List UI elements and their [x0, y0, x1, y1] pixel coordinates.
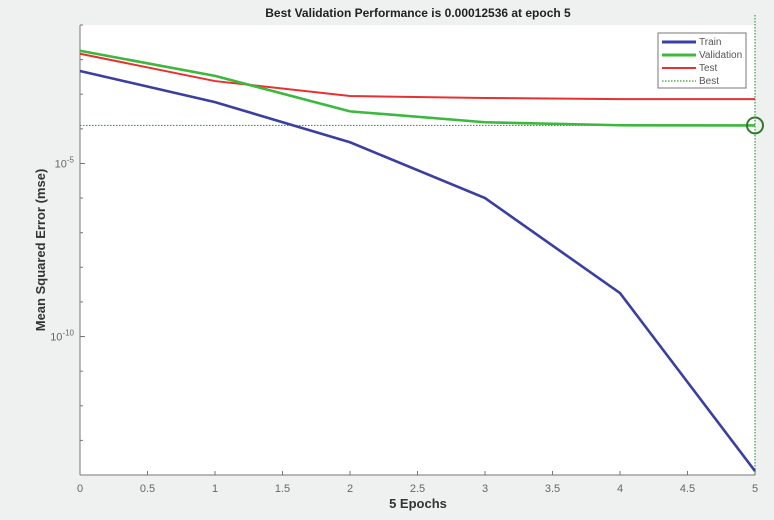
- plot-area: [80, 25, 755, 475]
- legend-label-test: Test: [699, 63, 718, 74]
- x-tick-label: 4.5: [680, 483, 695, 495]
- series-line-validation: [79, 49, 756, 127]
- x-tick-label: 1.5: [275, 483, 290, 495]
- y-axis-label: Mean Squared Error (mse): [33, 169, 48, 332]
- x-axis-label: 5 Epochs: [389, 496, 447, 511]
- chart-title: Best Validation Performance is 0.0001253…: [265, 6, 571, 20]
- legend-label-best: Best: [699, 76, 719, 87]
- y-tick-label: 10-5: [55, 155, 75, 170]
- x-tick-label: 3.5: [545, 483, 560, 495]
- series-line-train: [79, 69, 757, 472]
- series-group: [79, 15, 764, 475]
- legend: Train Validation Test Best: [657, 32, 747, 89]
- x-tick-label: 2: [347, 483, 353, 495]
- series-line-test: [79, 52, 755, 101]
- best-marker-circle: [746, 116, 764, 135]
- x-tick-label: 3: [482, 483, 488, 495]
- x-tick-label: 0.5: [140, 483, 155, 495]
- y-tick-label: 10-10: [50, 329, 74, 344]
- x-tick-label: 2.5: [410, 483, 425, 495]
- x-tick-label: 5: [752, 483, 758, 495]
- legend-label-train: Train: [699, 37, 721, 48]
- x-tick-label: 0: [77, 483, 83, 495]
- x-tick-label: 1: [212, 483, 218, 495]
- x-tick-label: 4: [617, 483, 623, 495]
- legend-label-validation: Validation: [699, 50, 742, 61]
